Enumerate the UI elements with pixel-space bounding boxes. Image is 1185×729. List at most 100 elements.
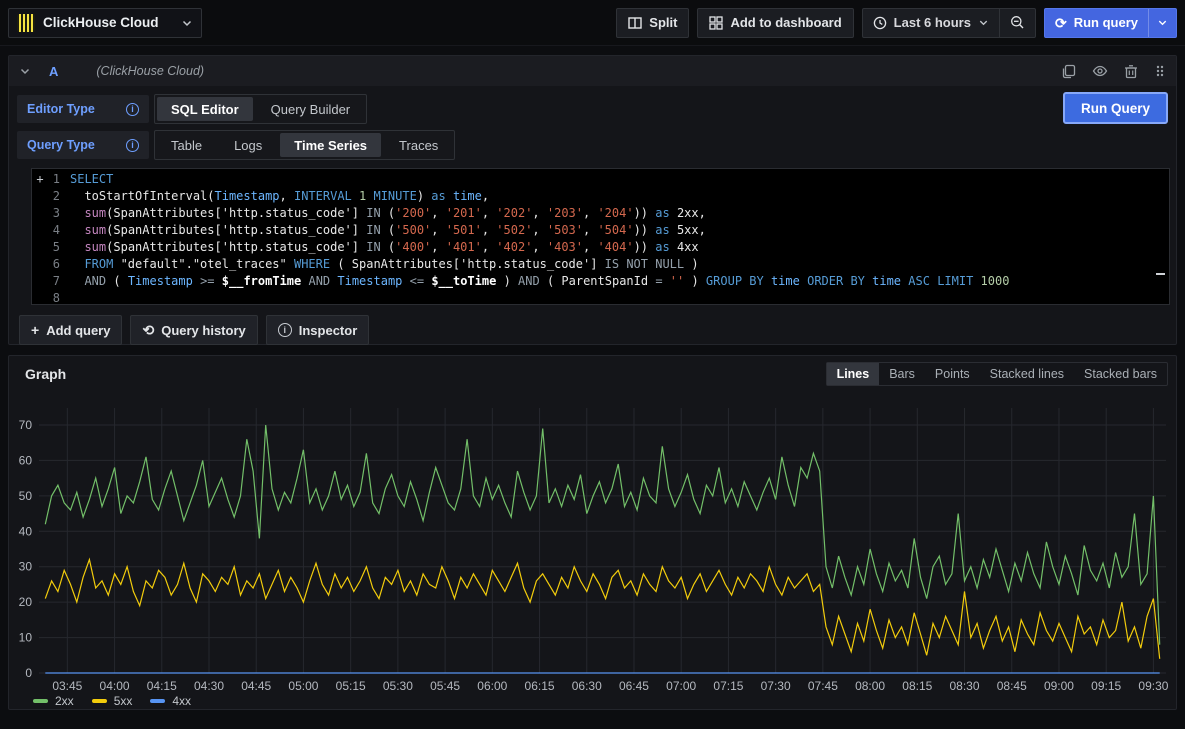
run-query-button[interactable]: ⟳ Run query: [1044, 8, 1177, 38]
svg-text:04:15: 04:15: [147, 679, 177, 692]
svg-text:07:00: 07:00: [666, 679, 696, 692]
query-type-label: Query Type i: [17, 131, 149, 159]
query-editor-panel: A (ClickHouse Cloud) Editor Type i SQL E…: [8, 55, 1177, 345]
drag-handle-icon[interactable]: [1154, 64, 1166, 78]
chart-legend: 2xx 5xx 4xx: [9, 692, 1176, 708]
code-line[interactable]: 8: [32, 290, 1169, 307]
svg-text:05:30: 05:30: [383, 679, 413, 692]
legend-label: 5xx: [114, 694, 133, 708]
svg-text:70: 70: [19, 418, 33, 432]
datasource-name: ClickHouse Cloud: [43, 15, 173, 30]
graph-style-switch: LinesBarsPointsStacked linesStacked bars: [826, 362, 1168, 386]
svg-text:60: 60: [19, 453, 33, 467]
editor-type-label: Editor Type i: [17, 95, 149, 123]
svg-text:04:00: 04:00: [100, 679, 130, 692]
legend-item-5xx[interactable]: 5xx: [92, 694, 133, 708]
legend-item-4xx[interactable]: 4xx: [150, 694, 191, 708]
chevron-down-icon: [181, 17, 193, 29]
svg-text:09:15: 09:15: [1091, 679, 1121, 692]
add-to-dashboard-button[interactable]: Add to dashboard: [697, 8, 853, 38]
option-stacked-bars[interactable]: Stacked bars: [1074, 363, 1167, 385]
legend-item-2xx[interactable]: 2xx: [33, 694, 74, 708]
inspector-button[interactable]: i Inspector: [266, 315, 370, 345]
svg-text:10: 10: [19, 631, 33, 645]
line-number: 1: [48, 171, 70, 188]
svg-text:0: 0: [25, 666, 32, 680]
series-5xx: [45, 560, 1159, 659]
run-query-label: Run query: [1074, 15, 1138, 30]
option-table[interactable]: Table: [157, 133, 216, 157]
split-button[interactable]: Split: [616, 8, 689, 38]
line-number: 5: [48, 239, 70, 256]
info-icon[interactable]: i: [126, 139, 139, 152]
add-query-button[interactable]: + Add query: [19, 315, 122, 345]
series-2xx: [45, 425, 1159, 645]
code-line[interactable]: 7 AND ( Timestamp >= $__fromTime AND Tim…: [32, 273, 1169, 290]
legend-label: 4xx: [172, 694, 191, 708]
svg-text:04:45: 04:45: [241, 679, 271, 692]
code-line[interactable]: 6 FROM "default"."otel_traces" WHERE ( S…: [32, 256, 1169, 273]
svg-text:20: 20: [19, 595, 33, 609]
code-line[interactable]: 4 sum(SpanAttributes['http.status_code']…: [32, 222, 1169, 239]
code-line[interactable]: +1SELECT: [32, 171, 1169, 188]
code-line[interactable]: 5 sum(SpanAttributes['http.status_code']…: [32, 239, 1169, 256]
inspector-icon: i: [278, 323, 292, 337]
line-number: 4: [48, 222, 70, 239]
svg-text:04:30: 04:30: [194, 679, 224, 692]
option-bars[interactable]: Bars: [879, 363, 925, 385]
query-history-label: Query history: [161, 323, 246, 338]
delete-query-icon[interactable]: [1124, 64, 1138, 79]
zoom-out-icon: [1010, 15, 1025, 30]
svg-text:08:30: 08:30: [950, 679, 980, 692]
query-type-switch: TableLogsTime SeriesTraces: [154, 130, 455, 160]
svg-text:30: 30: [19, 560, 33, 574]
line-number: 6: [48, 256, 70, 273]
zoom-out-button[interactable]: [999, 9, 1035, 37]
query-history-button[interactable]: ⟲ Query history: [130, 315, 257, 345]
code-line[interactable]: 2 toStartOfInterval(Timestamp, INTERVAL …: [32, 188, 1169, 205]
expand-icon[interactable]: +: [32, 171, 48, 188]
graph-panel: Graph LinesBarsPointsStacked linesStacke…: [8, 355, 1177, 710]
time-series-chart[interactable]: 01020304050607003:4504:0004:1504:3004:45…: [9, 392, 1170, 692]
time-range-picker[interactable]: Last 6 hours: [863, 9, 999, 37]
line-number: 7: [48, 273, 70, 290]
chevron-down-icon: [1157, 17, 1168, 28]
query-datasource-hint: (ClickHouse Cloud): [96, 64, 204, 78]
refresh-icon: ⟳: [1055, 16, 1067, 30]
line-number: 2: [48, 188, 70, 205]
svg-text:08:00: 08:00: [855, 679, 885, 692]
chevron-down-icon: [978, 17, 989, 28]
plus-icon: +: [31, 323, 39, 337]
clickhouse-logo-icon: [17, 14, 35, 32]
info-icon[interactable]: i: [126, 103, 139, 116]
sql-code-editor[interactable]: +1SELECT2 toStartOfInterval(Timestamp, I…: [31, 168, 1170, 305]
option-logs[interactable]: Logs: [220, 133, 276, 157]
svg-text:08:15: 08:15: [902, 679, 932, 692]
option-sql-editor[interactable]: SQL Editor: [157, 97, 253, 121]
query-row-header[interactable]: A (ClickHouse Cloud): [9, 56, 1176, 86]
run-query-editor-button[interactable]: Run Query: [1063, 92, 1168, 124]
svg-text:09:00: 09:00: [1044, 679, 1074, 692]
legend-swatch: [33, 699, 48, 703]
svg-text:07:45: 07:45: [808, 679, 838, 692]
svg-text:08:45: 08:45: [997, 679, 1027, 692]
editor-type-switch: SQL EditorQuery Builder: [154, 94, 367, 124]
legend-swatch: [150, 699, 165, 703]
collapse-chevron-icon[interactable]: [19, 65, 31, 77]
svg-text:07:30: 07:30: [761, 679, 791, 692]
code-line[interactable]: 3 sum(SpanAttributes['http.status_code']…: [32, 205, 1169, 222]
datasource-picker[interactable]: ClickHouse Cloud: [8, 8, 202, 38]
duplicate-query-icon[interactable]: [1061, 64, 1076, 79]
top-toolbar: ClickHouse Cloud Split Add to dashboard …: [0, 0, 1185, 46]
option-query-builder[interactable]: Query Builder: [257, 97, 364, 121]
option-points[interactable]: Points: [925, 363, 980, 385]
svg-text:07:15: 07:15: [713, 679, 743, 692]
svg-text:50: 50: [19, 489, 33, 503]
option-traces[interactable]: Traces: [385, 133, 452, 157]
run-query-dropdown[interactable]: [1148, 9, 1176, 37]
svg-text:06:00: 06:00: [477, 679, 507, 692]
option-lines[interactable]: Lines: [827, 363, 880, 385]
option-stacked-lines[interactable]: Stacked lines: [980, 363, 1074, 385]
option-time-series[interactable]: Time Series: [280, 133, 381, 157]
toggle-visibility-icon[interactable]: [1092, 63, 1108, 79]
